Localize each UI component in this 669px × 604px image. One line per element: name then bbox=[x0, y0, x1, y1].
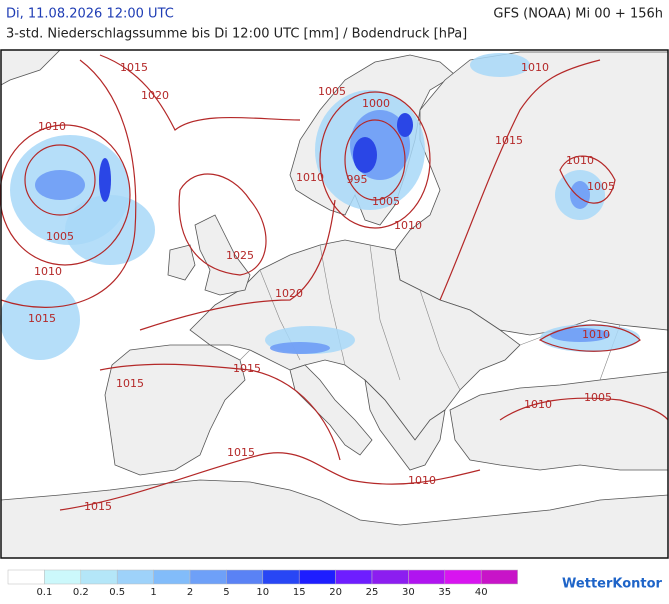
legend-swatch bbox=[153, 569, 191, 585]
isobar-label: 1010 bbox=[566, 154, 594, 167]
isobar bbox=[538, 324, 641, 352]
turkey bbox=[449, 371, 669, 471]
legend-swatch bbox=[226, 569, 264, 585]
isobar bbox=[559, 155, 616, 204]
precip-core bbox=[353, 137, 377, 173]
isobar-label: 1005 bbox=[372, 195, 400, 208]
precip-area bbox=[470, 53, 530, 77]
legend-swatch bbox=[80, 569, 118, 585]
legend-swatch bbox=[480, 569, 518, 585]
ireland bbox=[167, 244, 196, 281]
isobar-labels: 1015 1020 1010 1005 1010 1015 1005 1000 995 1010 1… bbox=[28, 61, 615, 513]
subtitle: 3-std. Niederschlagssumme bis Di 12:00 U… bbox=[6, 27, 467, 42]
isobar-label: 1015 bbox=[84, 500, 112, 513]
legend-swatch bbox=[189, 569, 227, 585]
legend-label: 0.2 bbox=[73, 587, 89, 598]
legend-label: 2 bbox=[187, 587, 193, 598]
isobar-label: 1010 bbox=[296, 171, 324, 184]
legend-swatch bbox=[44, 569, 82, 585]
precip-core bbox=[99, 158, 111, 202]
date-label: Di, 11.08.2026 12:00 UTC bbox=[6, 7, 174, 22]
legend-label: 0.1 bbox=[36, 587, 52, 598]
legend: 0.1 0.2 0.5 1 2 5 10 15 20 25 30 35 40 bbox=[7, 569, 518, 598]
legend-label: 30 bbox=[402, 587, 415, 598]
isobar-label: 1010 bbox=[521, 61, 549, 74]
isobar-label: 1015 bbox=[227, 446, 255, 459]
balkans-greece bbox=[364, 378, 446, 471]
legend-label: 35 bbox=[438, 587, 451, 598]
precip-area bbox=[65, 195, 155, 265]
isobar-label: 1005 bbox=[318, 85, 346, 98]
isobar-label: 1015 bbox=[120, 61, 148, 74]
isobar bbox=[0, 59, 137, 308]
legend-swatch bbox=[408, 569, 446, 585]
isobar bbox=[59, 452, 481, 511]
isobar-label: 1015 bbox=[495, 134, 523, 147]
legend-label: 0.5 bbox=[109, 587, 125, 598]
precip-area bbox=[550, 328, 610, 342]
isobar-label: 1005 bbox=[46, 230, 74, 243]
precip-area bbox=[0, 280, 80, 360]
legend-swatch bbox=[262, 569, 300, 585]
isobar bbox=[99, 363, 341, 461]
isobar-label: 1010 bbox=[524, 398, 552, 411]
isobar-label: 1015 bbox=[28, 312, 56, 325]
isobar bbox=[499, 397, 669, 421]
isobar bbox=[178, 173, 267, 276]
iberia bbox=[104, 344, 246, 476]
isobar-label: 1025 bbox=[226, 249, 254, 262]
isobar-label: 1000 bbox=[362, 97, 390, 110]
isobar-label: 1015 bbox=[116, 377, 144, 390]
legend-label: 25 bbox=[366, 587, 379, 598]
isobar bbox=[139, 199, 336, 331]
precip-area bbox=[35, 170, 85, 200]
isobar-label: 1015 bbox=[233, 362, 261, 375]
brand: WetterKontor bbox=[562, 577, 663, 592]
borders bbox=[239, 244, 621, 391]
isobar-label: 1010 bbox=[394, 219, 422, 232]
isobar bbox=[0, 124, 131, 266]
legend-swatch bbox=[335, 569, 373, 585]
precip-area bbox=[570, 181, 590, 209]
legend-swatch bbox=[371, 569, 409, 585]
map bbox=[0, 49, 669, 559]
isobar-label: 995 bbox=[347, 173, 368, 186]
legend-label: 10 bbox=[256, 587, 269, 598]
legend-label: 20 bbox=[329, 587, 342, 598]
precip-core bbox=[397, 113, 413, 137]
isobar-label: 1005 bbox=[587, 180, 615, 193]
isobar-label: 1010 bbox=[34, 265, 62, 278]
italy bbox=[289, 364, 373, 456]
legend-swatch bbox=[116, 569, 154, 585]
isobar bbox=[24, 144, 96, 216]
isobar bbox=[344, 119, 406, 201]
isobar-label: 1010 bbox=[408, 474, 436, 487]
legend-label: 1 bbox=[150, 587, 156, 598]
legend-swatch bbox=[7, 569, 45, 585]
isobar bbox=[319, 91, 431, 229]
isobar-label: 1005 bbox=[584, 391, 612, 404]
legend-label: 40 bbox=[475, 587, 488, 598]
isobar-label: 1010 bbox=[582, 328, 610, 341]
map-frame bbox=[0, 49, 669, 559]
isobar bbox=[99, 54, 301, 131]
isobar-label: 1020 bbox=[275, 287, 303, 300]
isobar-label: 1010 bbox=[38, 120, 66, 133]
legend-swatch bbox=[444, 569, 482, 585]
legend-label: 5 bbox=[223, 587, 229, 598]
isobar bbox=[439, 59, 601, 301]
legend-swatch bbox=[298, 569, 336, 585]
isobar-label: 1020 bbox=[141, 89, 169, 102]
legend-label: 15 bbox=[293, 587, 306, 598]
model-label: GFS (NOAA) Mi 00 + 156h bbox=[493, 7, 663, 22]
precip-area bbox=[270, 342, 330, 354]
